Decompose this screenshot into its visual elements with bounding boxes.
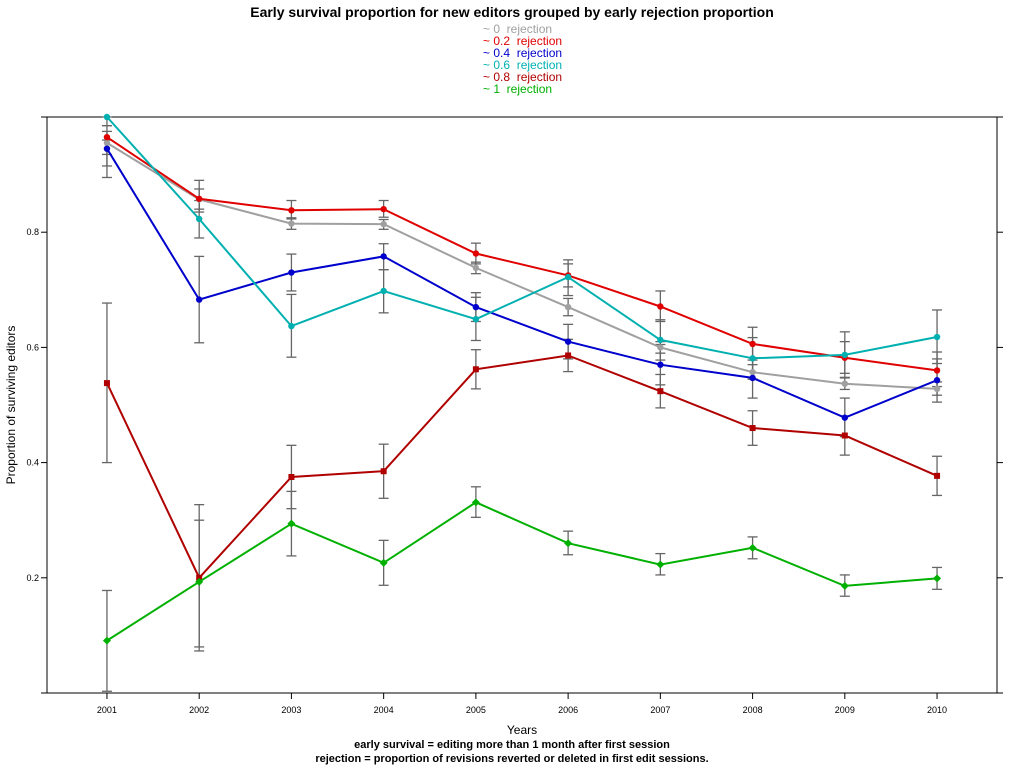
series-4 xyxy=(103,352,941,581)
data-point xyxy=(933,367,941,374)
data-point xyxy=(472,315,480,323)
plot-area xyxy=(101,113,943,692)
data-point xyxy=(287,519,296,528)
data-point xyxy=(840,581,849,590)
data-point xyxy=(841,351,849,359)
data-point xyxy=(472,303,480,311)
data-point xyxy=(933,377,941,384)
data-point xyxy=(103,139,111,147)
data-point xyxy=(288,322,295,330)
series-line xyxy=(106,136,938,372)
data-point xyxy=(841,414,849,421)
y-tick-label: 0.4 xyxy=(26,458,39,468)
series-2 xyxy=(103,145,941,421)
data-point xyxy=(748,543,757,552)
legend-entry: ~ 1 rejection xyxy=(483,82,552,96)
x-tick-label: 2002 xyxy=(189,705,209,715)
y-tick-label: 0.2 xyxy=(26,573,39,583)
series-line xyxy=(106,142,938,390)
y-axis-ticks: 0.2 0.4 0.6 0.8 xyxy=(26,116,1003,694)
data-point xyxy=(288,474,295,480)
data-point xyxy=(657,361,664,368)
series-3 xyxy=(103,113,941,362)
legend-entry: ~ 0.8 rejection xyxy=(483,70,562,84)
footnote-rejection: rejection = proportion of revisions reve… xyxy=(315,753,708,765)
series-5 xyxy=(102,498,942,645)
data-point xyxy=(472,264,480,272)
data-point xyxy=(380,205,387,213)
data-point xyxy=(564,273,572,281)
data-point xyxy=(657,336,664,344)
legend-entry: ~ 0.6 rejection xyxy=(483,58,562,72)
data-point xyxy=(380,220,387,228)
data-point xyxy=(933,385,941,393)
data-point xyxy=(288,269,295,276)
y-axis-label: Proportion of surviving editors xyxy=(4,326,18,485)
data-point xyxy=(656,560,665,569)
data-point xyxy=(472,250,480,257)
series-line xyxy=(106,354,938,580)
data-point xyxy=(103,145,111,152)
data-point xyxy=(564,539,573,548)
data-point xyxy=(749,425,756,432)
y-tick-label: 0.6 xyxy=(26,342,39,352)
data-point xyxy=(749,374,756,382)
data-point xyxy=(288,207,295,214)
x-tick-label: 2001 xyxy=(97,705,117,715)
data-point xyxy=(195,577,204,586)
x-tick-label: 2004 xyxy=(374,705,394,715)
data-point xyxy=(841,432,848,439)
series-line xyxy=(106,116,938,360)
x-tick-label: 2008 xyxy=(743,705,763,715)
data-point xyxy=(749,340,756,348)
x-tick-label: 2010 xyxy=(927,705,947,715)
x-tick-label: 2005 xyxy=(466,705,486,715)
data-point xyxy=(103,380,110,387)
data-point xyxy=(657,303,664,310)
footnote-survival: early survival = editing more than 1 mon… xyxy=(354,739,670,751)
data-point xyxy=(749,368,756,376)
data-point xyxy=(657,388,664,395)
legend-entry: ~ 0.4 rejection xyxy=(483,46,562,60)
data-point xyxy=(749,355,756,362)
data-point xyxy=(933,574,942,583)
series-1 xyxy=(103,133,941,374)
data-point xyxy=(102,636,111,645)
legend-entry: ~ 0.2 rejection xyxy=(483,34,562,48)
data-point xyxy=(103,113,111,121)
data-point xyxy=(471,498,480,507)
data-point xyxy=(379,558,388,567)
data-point xyxy=(841,380,849,387)
y-tick-label: 0.8 xyxy=(26,227,39,237)
legend-entry: ~ 0 rejection xyxy=(483,22,552,36)
data-point xyxy=(565,352,572,359)
data-point xyxy=(103,133,111,141)
data-point xyxy=(380,287,387,295)
data-point xyxy=(933,333,941,341)
x-axis-ticks: 2001 2002 2003 2004 2005 2006 2007 2008 2009 2010 xyxy=(97,693,947,715)
x-tick-label: 2003 xyxy=(281,705,301,715)
series-line xyxy=(106,148,938,419)
data-point xyxy=(472,366,479,373)
plot-frame xyxy=(46,116,998,694)
data-point xyxy=(564,303,572,311)
x-axis-label: Years xyxy=(507,723,537,737)
data-point xyxy=(196,574,203,581)
chart-title: Early survival proportion for new editor… xyxy=(250,4,774,20)
x-tick-label: 2007 xyxy=(650,705,670,715)
x-tick-label: 2009 xyxy=(835,705,855,715)
series-line xyxy=(106,501,938,642)
data-point xyxy=(934,472,941,479)
data-point xyxy=(657,344,664,351)
data-point xyxy=(380,253,387,260)
data-point xyxy=(195,195,203,202)
x-tick-label: 2006 xyxy=(558,705,578,715)
data-point xyxy=(288,220,295,227)
data-point xyxy=(380,468,387,475)
legend: ~ 0 rejection~ 0.2 rejection~ 0.4 reject… xyxy=(483,22,562,96)
data-point xyxy=(564,338,572,345)
data-point xyxy=(195,296,203,303)
data-point xyxy=(195,215,203,223)
